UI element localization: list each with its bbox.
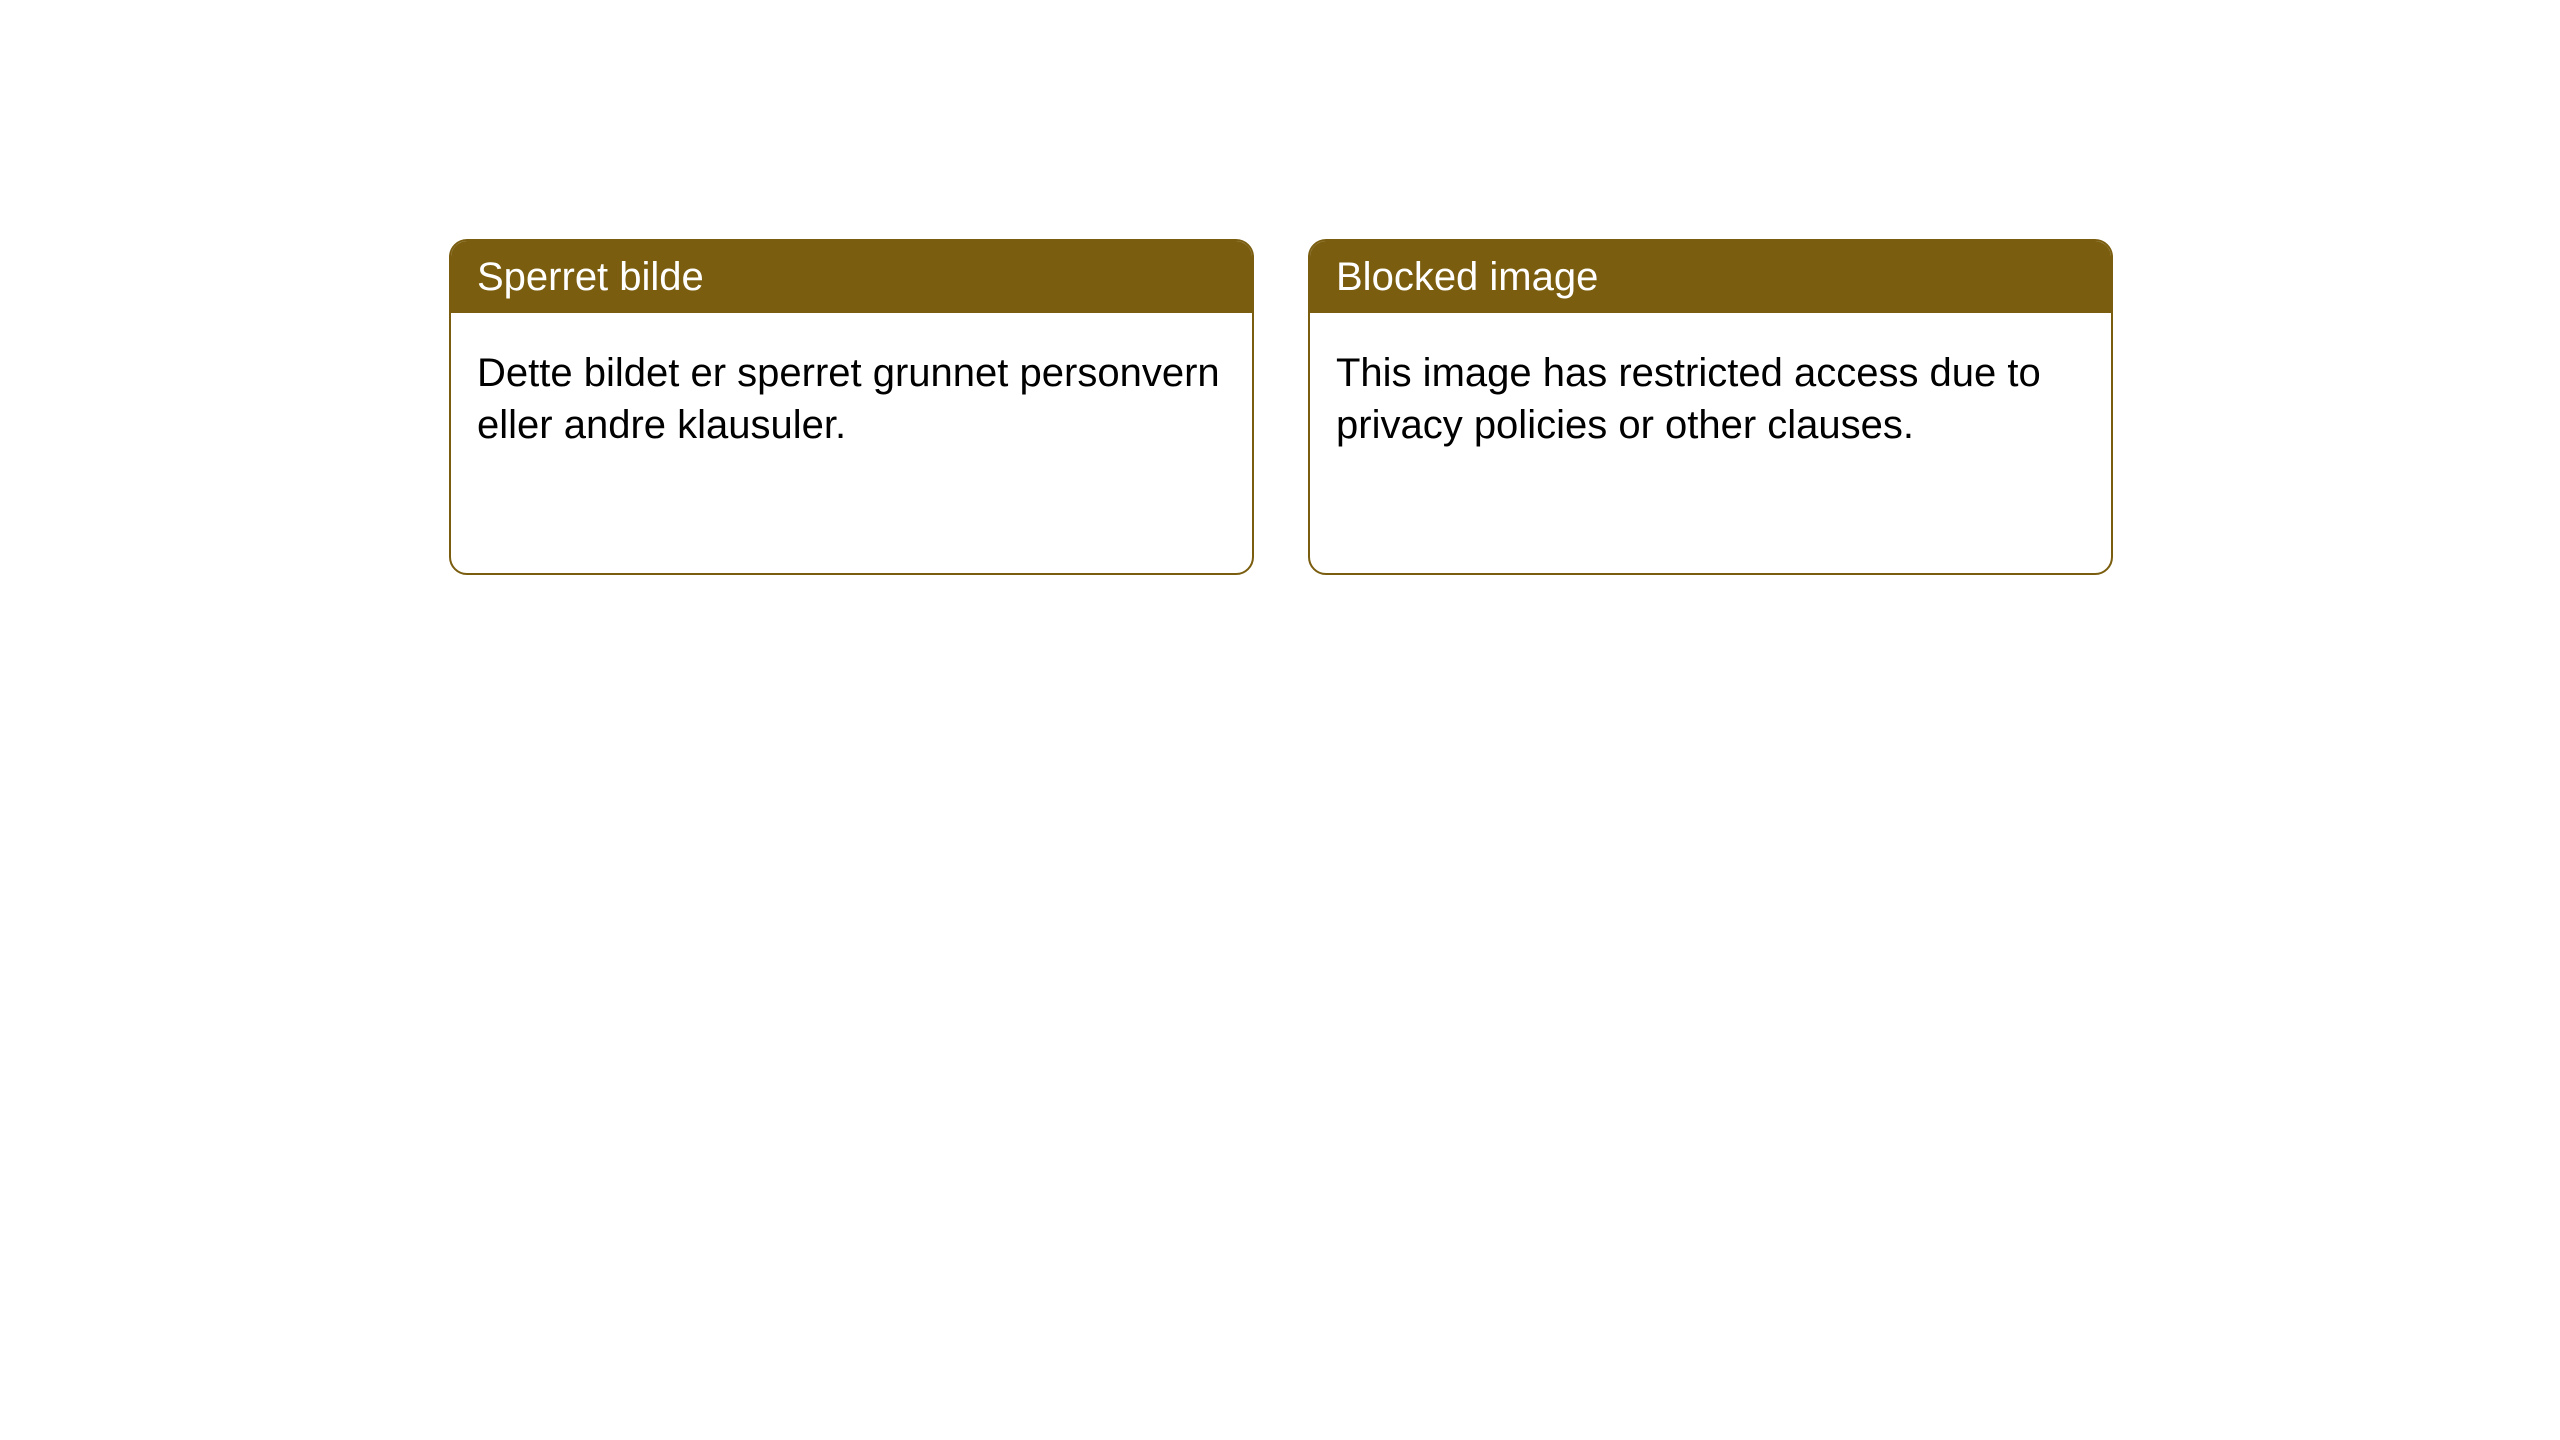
notice-header: Sperret bilde — [451, 241, 1252, 313]
notice-title: Sperret bilde — [477, 255, 704, 299]
notice-title: Blocked image — [1336, 255, 1598, 299]
notice-box-norwegian: Sperret bilde Dette bildet er sperret gr… — [449, 239, 1254, 575]
notice-body: Dette bildet er sperret grunnet personve… — [451, 313, 1252, 485]
notice-box-english: Blocked image This image has restricted … — [1308, 239, 2113, 575]
notice-header: Blocked image — [1310, 241, 2111, 313]
notice-body-text: This image has restricted access due to … — [1336, 351, 2041, 447]
notice-body-text: Dette bildet er sperret grunnet personve… — [477, 351, 1220, 447]
notice-container: Sperret bilde Dette bildet er sperret gr… — [449, 239, 2113, 575]
notice-body: This image has restricted access due to … — [1310, 313, 2111, 485]
